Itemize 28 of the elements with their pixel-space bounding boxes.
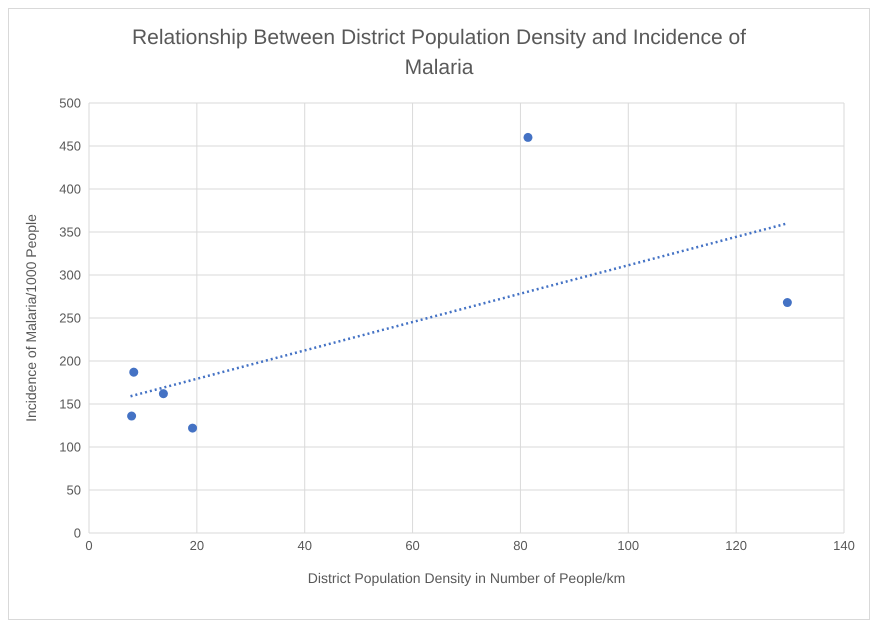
- y-tick-label: 100: [59, 440, 81, 455]
- x-tick-label: 20: [190, 538, 204, 554]
- point: [129, 368, 138, 377]
- y-axis-title: Incidence of Malaria/1000 People: [22, 214, 39, 422]
- y-tick-label: 250: [59, 310, 81, 326]
- point: [188, 424, 198, 433]
- x-tick-label: 0: [85, 538, 93, 554]
- y-tick-label: 500: [59, 96, 81, 111]
- y-tick-label: 350: [59, 224, 81, 240]
- x-tick-label: 80: [513, 538, 528, 554]
- y-tick-label: 0: [74, 526, 81, 541]
- y-tick-label: 50: [66, 482, 81, 498]
- point: [523, 132, 532, 142]
- y-tick-label: 150: [59, 396, 81, 412]
- x-tick-label: 140: [833, 538, 855, 554]
- point: [782, 298, 792, 308]
- y-tick-label: 400: [59, 182, 81, 197]
- y-tick-label: 200: [59, 354, 81, 369]
- point: [127, 412, 136, 421]
- x-axis-title: District Population Density in Number of People/km: [308, 570, 626, 586]
- y-tick-label: 450: [59, 138, 81, 154]
- x-tick-label: 100: [617, 538, 640, 554]
- chart-title: Relationship Between District Population Density and Incidence of Malaria: [130, 25, 747, 81]
- point: [158, 389, 168, 398]
- y-tick-label: 300: [59, 268, 81, 283]
- x-tick-label: 40: [297, 538, 312, 554]
- x-tick-label: 120: [725, 538, 747, 554]
- x-tick-label: 60: [405, 538, 420, 554]
